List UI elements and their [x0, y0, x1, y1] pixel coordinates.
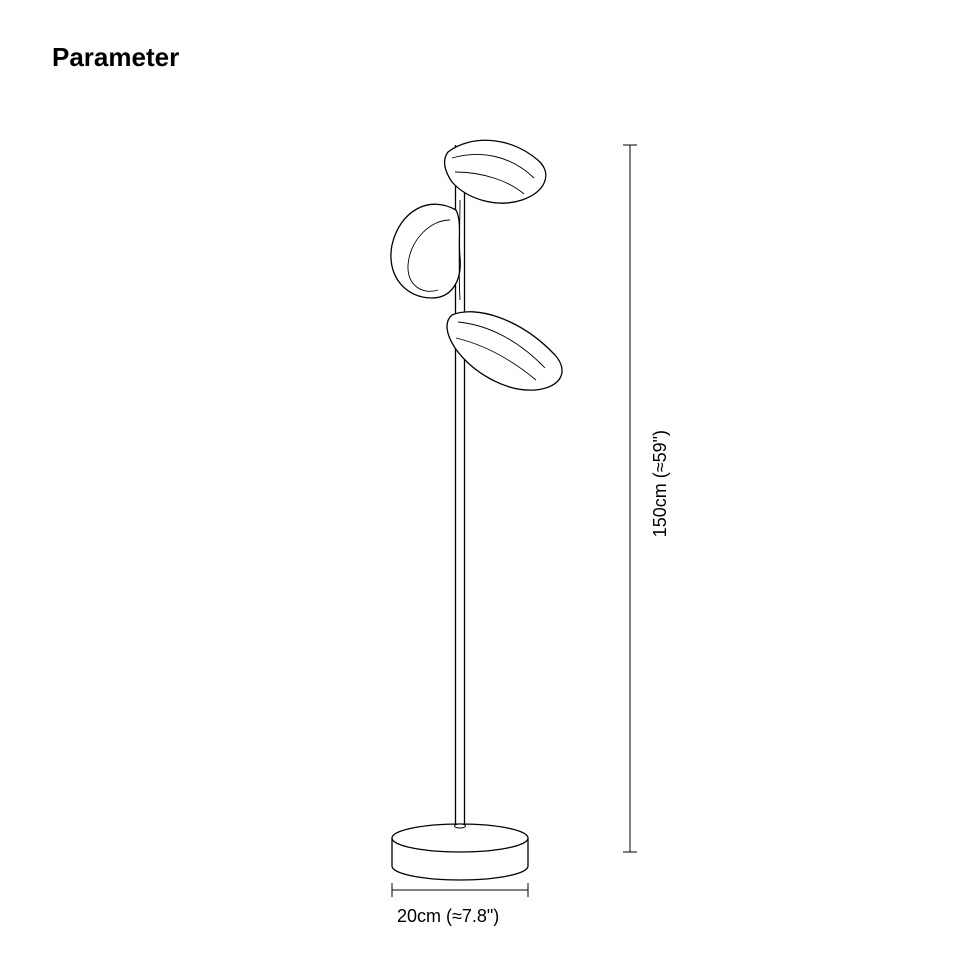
height-dimension-label: 150cm (≈59") — [650, 430, 671, 537]
width-dimension-label: 20cm (≈7.8") — [397, 906, 499, 927]
lamp-drawing — [391, 140, 562, 880]
dimension-diagram: 20cm (≈7.8") 150cm (≈59") — [0, 100, 980, 950]
lamp-dimension-svg — [0, 100, 980, 950]
section-title: Parameter — [52, 42, 179, 73]
